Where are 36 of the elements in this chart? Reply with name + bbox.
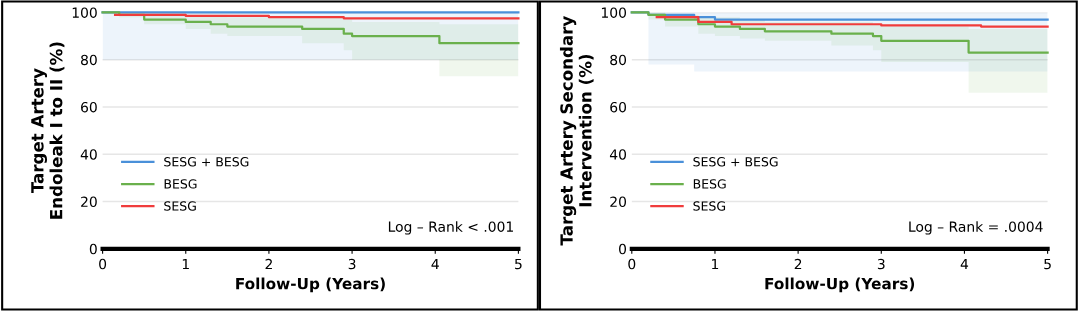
y-axis-title: Target Artery Secondary Intervention (%) (559, 16, 594, 246)
x-tick-label: 3 (877, 258, 885, 270)
x-tick-label: 2 (794, 258, 802, 270)
legend-label: SESG + BESG (164, 157, 249, 167)
y-tick-label: 0 (89, 243, 97, 255)
x-axis-title: Follow-Up (Years) (236, 277, 385, 293)
x-tick-label: 5 (515, 258, 522, 270)
x-axis-title: Follow-Up (Years) (765, 277, 915, 293)
legend-label: SESG (693, 201, 726, 211)
x-tick-label: 1 (182, 258, 189, 270)
annotation: Log – Rank = .0004 (909, 221, 1043, 235)
x-tick-label: 1 (712, 258, 719, 270)
y-tick-label: 80 (610, 54, 627, 66)
legend-label: BESG (164, 179, 197, 189)
y-tick-label: 60 (81, 101, 97, 113)
legend-label: SESG (164, 201, 196, 211)
legend-label: SESG + BESG (693, 157, 778, 167)
y-tick-label: 20 (81, 196, 97, 207)
x-tick-label: 5 (1044, 258, 1051, 270)
annotation: Log – Rank < .001 (388, 221, 513, 235)
y-tick-label: 80 (81, 54, 97, 66)
x-tick-label: 4 (431, 258, 439, 270)
x-tick-label: 2 (265, 258, 272, 270)
y-tick-label: 100 (72, 7, 97, 18)
x-tick-label: 0 (628, 258, 636, 270)
y-axis-title: Target Artery Endoleak I to II (%) (31, 42, 65, 219)
x-tick-label: 3 (348, 258, 356, 270)
y-tick-label: 40 (609, 149, 627, 160)
y-tick-label: 20 (610, 196, 627, 207)
y-tick-label: 100 (601, 7, 627, 18)
legend-label: BESG (693, 179, 726, 189)
x-tick-label: 4 (960, 258, 969, 270)
x-tick-label: 0 (99, 258, 107, 270)
y-tick-label: 40 (80, 149, 97, 160)
y-tick-label: 0 (619, 243, 627, 255)
y-tick-label: 60 (610, 101, 627, 113)
